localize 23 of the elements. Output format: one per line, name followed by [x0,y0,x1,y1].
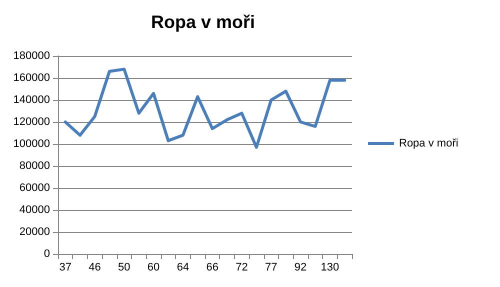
x-tick-label: 46 [88,262,101,274]
legend-label: Ropa v moři [399,138,458,150]
x-tick-label: 60 [147,262,160,274]
y-tick-label: 160000 [13,72,50,84]
y-tick-label: 60000 [19,182,50,194]
y-tick-label: 100000 [13,138,50,150]
x-tick-label: 66 [206,262,218,274]
y-tick-label: 120000 [13,116,50,128]
x-tick-label: 72 [236,262,248,274]
y-tick-label: 180000 [13,50,50,62]
x-tick-label: 130 [320,262,340,274]
y-tick-label: 20000 [19,226,50,238]
y-tick-label: 40000 [19,204,50,216]
x-tick-label: 92 [294,262,307,274]
chart-title: Ropa v moři [150,12,256,32]
x-tick-label: 77 [265,262,278,274]
x-tick-label: 50 [118,262,130,274]
y-tick-label: 140000 [13,94,50,106]
x-tick-label: 64 [176,262,190,274]
y-tick-label: 0 [44,248,50,260]
y-tick-label: 80000 [19,160,50,172]
line-series [64,68,346,149]
x-tick-label: 37 [59,262,72,274]
